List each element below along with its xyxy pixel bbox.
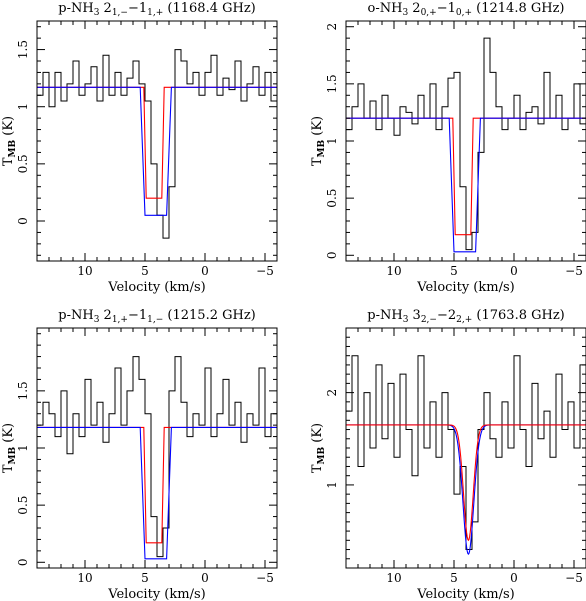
observed-spectrum [346, 355, 586, 551]
x-tick-label: 5 [450, 571, 458, 585]
y-label-subscript: MB [317, 139, 327, 157]
title-lower-level: −1 [128, 1, 147, 16]
x-tick-label: 10 [77, 571, 92, 585]
model-blue-line [37, 426, 277, 560]
model-blue-line [346, 117, 586, 253]
panel-title: p-NH3 32,−−22,+ (1763.8 GHz) [367, 308, 565, 325]
title-frequency: (1215.2 GHz) [163, 308, 255, 323]
y-tick-label: 1.5 [16, 381, 30, 400]
x-tick-label: 0 [201, 571, 209, 585]
panel-title: o-NH3 20,+−10,+ (1214.8 GHz) [368, 1, 565, 18]
y-label-symbol: T [310, 157, 325, 166]
x-axis-label: Velocity (km/s) [107, 280, 205, 295]
y-axis-label: TMB (K) [310, 116, 327, 166]
y-label-unit: (K) [310, 116, 325, 140]
x-tick-label: −5 [565, 264, 583, 278]
panel-3: p-NH3 21,+−11,− (1215.2 GHz) 10 5 0 −5 0 0.5 1 1… [1, 308, 278, 601]
y-tick-label: 1 [16, 103, 30, 111]
title-subscript: 3 [94, 8, 100, 18]
x-tick-label: 5 [450, 264, 458, 278]
y-label-subscript: MB [317, 446, 327, 464]
x-tick-label: 10 [386, 571, 401, 585]
title-frequency: (1763.8 GHz) [472, 308, 564, 323]
title-molecule: p-NH [367, 308, 402, 323]
title-molecule: p-NH [58, 1, 93, 16]
model-blue-line [37, 86, 277, 216]
x-tick-label: −5 [565, 571, 583, 585]
x-tick-label: −5 [256, 264, 274, 278]
title-subscript: 3 [403, 315, 409, 325]
title-molecule: p-NH [58, 308, 93, 323]
observed-spectrum [346, 37, 586, 251]
y-axis-label: TMB (K) [310, 423, 327, 473]
title-subscript: 2,− [421, 315, 437, 325]
panel-1: p-NH3 21,−−11,+ (1168.4 GHz) 10 5 0 −5 0 0.5 1 1… [1, 1, 278, 295]
title-upper-level: 3 [408, 308, 420, 323]
x-tick-label: 0 [510, 571, 518, 585]
x-axis-label: Velocity (km/s) [416, 280, 514, 295]
title-subscript: 3 [94, 315, 100, 325]
y-tick-label: 0.5 [325, 189, 339, 208]
panel-title: p-NH3 21,−−11,+ (1168.4 GHz) [58, 1, 256, 18]
y-label-unit: (K) [310, 423, 325, 447]
x-tick-label: 5 [141, 264, 149, 278]
x-tick-label: 0 [510, 264, 518, 278]
y-label-symbol: T [1, 157, 16, 166]
x-tick-label: 5 [141, 571, 149, 585]
y-tick-label: 1 [16, 444, 30, 452]
x-tick-label: 10 [77, 264, 92, 278]
x-axis-label: Velocity (km/s) [416, 587, 514, 601]
title-subscript: 3 [402, 8, 408, 18]
y-tick-label: 2 [325, 23, 339, 31]
title-subscript: 2,+ [456, 315, 472, 325]
observed-spectrum [37, 356, 277, 558]
y-axis-label: TMB (K) [1, 116, 18, 166]
title-subscript: 0,+ [456, 8, 472, 18]
title-lower-level: −2 [437, 308, 456, 323]
y-label-symbol: T [1, 464, 16, 473]
y-tick-label: 1.5 [16, 40, 30, 59]
model-red-line [346, 424, 586, 542]
y-label-subscript: MB [8, 139, 18, 157]
y-tick-label: 0 [16, 558, 30, 566]
title-subscript: 1,− [112, 8, 128, 18]
x-axis-label: Velocity (km/s) [107, 587, 205, 601]
title-upper-level: 2 [408, 1, 420, 16]
y-label-subscript: MB [8, 446, 18, 464]
y-axis-label: TMB (K) [1, 423, 18, 473]
y-tick-label: 1 [325, 481, 339, 489]
title-lower-level: −1 [128, 308, 147, 323]
title-molecule: o-NH [368, 1, 403, 16]
title-frequency: (1168.4 GHz) [163, 1, 255, 16]
title-upper-level: 2 [99, 1, 111, 16]
title-frequency: (1214.8 GHz) [472, 1, 564, 16]
y-label-unit: (K) [1, 116, 16, 140]
y-tick-label: 0.5 [16, 496, 30, 515]
plot-frame [36, 20, 278, 262]
x-tick-label: 10 [386, 264, 401, 278]
title-subscript: 1,+ [147, 8, 163, 18]
title-subscript: 1,− [147, 315, 163, 325]
y-tick-label: 0 [16, 217, 30, 225]
y-label-symbol: T [310, 464, 325, 473]
y-tick-label: 0 [325, 251, 339, 259]
y-tick-label: 2 [325, 389, 339, 397]
x-tick-label: 0 [201, 264, 209, 278]
panel-2: o-NH3 20,+−10,+ (1214.8 GHz)10 5 0 −500.511… [310, 1, 586, 295]
title-lower-level: −1 [437, 1, 456, 16]
x-tick-label: −5 [256, 571, 274, 585]
y-tick-label: 1 [325, 137, 339, 145]
panel-title: p-NH3 21,+−11,− (1215.2 GHz) [58, 308, 256, 325]
y-tick-label: 0.5 [16, 154, 30, 173]
panel-4: p-NH3 32,−−22,+ (1763.8 GHz)10 5 0 −512Velo… [310, 308, 586, 601]
title-upper-level: 2 [99, 308, 111, 323]
y-tick-label: 1.5 [325, 74, 339, 93]
observed-spectrum [37, 49, 277, 239]
y-label-unit: (K) [1, 423, 16, 447]
title-subscript: 0,+ [421, 8, 437, 18]
title-subscript: 1,+ [112, 315, 128, 325]
